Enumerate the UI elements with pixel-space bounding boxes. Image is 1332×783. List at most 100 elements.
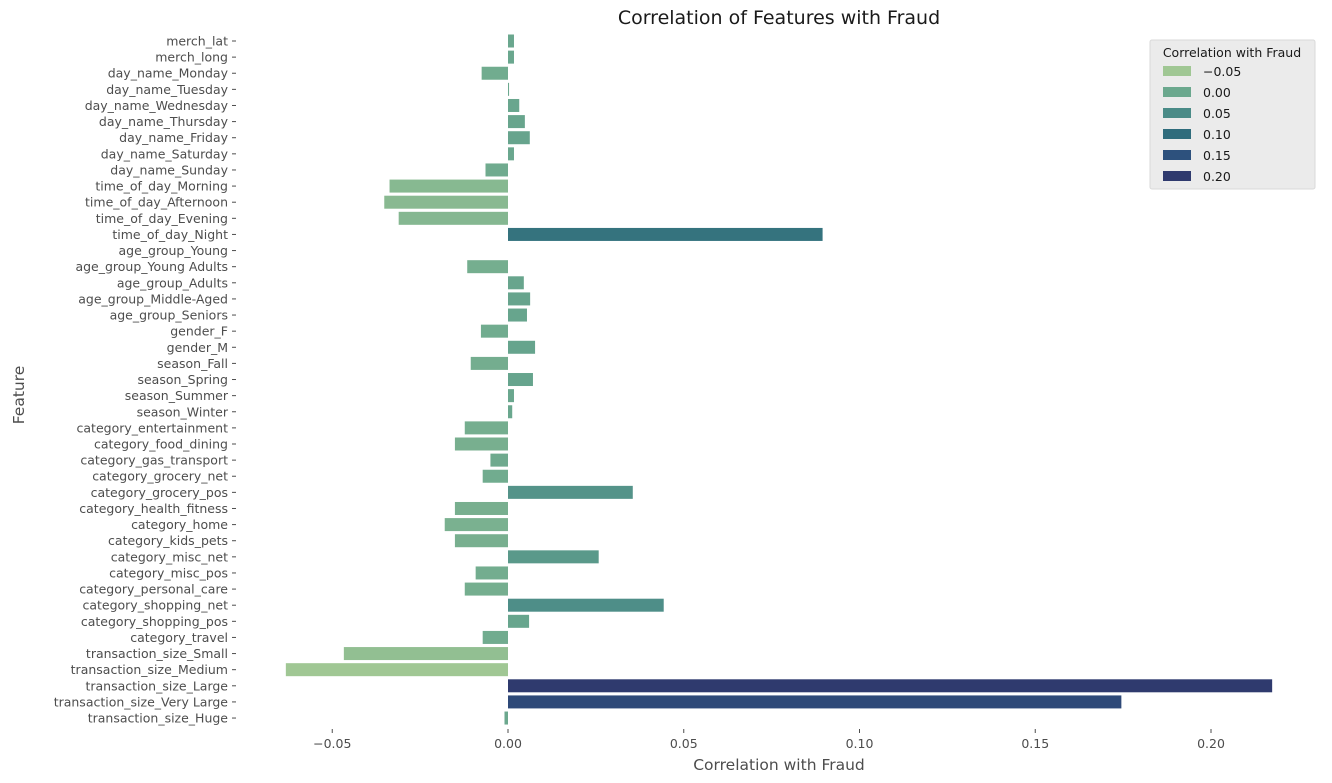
- y-tick-label: category_grocery_pos: [91, 485, 228, 500]
- bar-season-fall: [470, 356, 508, 370]
- bar-time-of-day-morning: [389, 179, 508, 193]
- bar-season-winter: [508, 405, 513, 419]
- y-tick-label: season_Fall: [157, 356, 228, 371]
- y-tick-label: category_entertainment: [77, 420, 229, 435]
- y-tick-label: category_travel: [130, 630, 228, 645]
- bar-day-name-monday: [481, 66, 508, 80]
- bar-category-home: [444, 518, 508, 532]
- y-tick-label: transaction_size_Huge: [88, 711, 229, 726]
- bar-category-kids-pets: [454, 534, 508, 548]
- x-tick-label: 0.20: [1197, 736, 1225, 751]
- legend-frame: [1149, 39, 1316, 190]
- bar-category-grocery-pos: [508, 485, 633, 499]
- y-tick-labels: merch_latmerch_longday_name_Mondayday_na…: [54, 34, 236, 726]
- bar-day-name-friday: [508, 131, 530, 145]
- y-tick-label: category_shopping_net: [82, 598, 228, 613]
- y-tick-label: category_misc_pos: [109, 565, 228, 580]
- y-tick-label: gender_M: [167, 340, 228, 355]
- y-tick-label: transaction_size_Medium: [71, 662, 228, 677]
- chart-title: Correlation of Features with Fraud: [618, 7, 940, 29]
- bar-gender-m: [508, 340, 536, 354]
- bar-day-name-thursday: [508, 115, 525, 129]
- y-tick-label: category_personal_care: [79, 582, 228, 597]
- y-tick-label: age_group_Seniors: [110, 308, 228, 323]
- bar-category-shopping-pos: [508, 614, 530, 628]
- bar-age-group-young-adults: [467, 260, 508, 274]
- y-tick-label: day_name_Friday: [119, 130, 228, 145]
- y-tick-label: age_group_Adults: [117, 275, 228, 290]
- legend-swatch: [1163, 66, 1191, 76]
- x-tick-label: 0.15: [1021, 736, 1049, 751]
- bar-season-summer: [508, 389, 514, 403]
- y-tick-label: season_Winter: [137, 404, 229, 419]
- y-tick-label: category_food_dining: [94, 437, 228, 452]
- bar-age-group-adults: [508, 276, 524, 290]
- x-tick-label: 0.05: [670, 736, 698, 751]
- bar-season-spring: [508, 373, 533, 387]
- y-tick-label: transaction_size_Large: [85, 678, 228, 693]
- y-tick-label: merch_long: [155, 50, 228, 65]
- bar-transaction-size-very-large: [508, 695, 1122, 709]
- bar-transaction-size-medium: [285, 663, 508, 677]
- bar-category-gas-transport: [490, 453, 508, 467]
- y-tick-label: gender_F: [170, 324, 228, 339]
- y-tick-label: season_Spring: [137, 372, 228, 387]
- y-tick-label: day_name_Wednesday: [85, 98, 229, 113]
- y-tick-label: category_home: [131, 517, 228, 532]
- y-tick-label: category_shopping_pos: [81, 614, 228, 629]
- bar-transaction-size-large: [508, 679, 1273, 693]
- bar-category-health-fitness: [454, 501, 508, 515]
- y-tick-label: transaction_size_Very Large: [54, 694, 229, 709]
- legend: Correlation with Fraud −0.05 0.00 0.05 0.10…: [1149, 39, 1316, 190]
- x-tick-labels: −0.05 0.00 0.05 0.10 0.15 0.20: [313, 729, 1225, 751]
- bar-category-grocery-net: [482, 469, 508, 483]
- y-tick-label: day_name_Saturday: [101, 146, 229, 161]
- legend-label: 0.00: [1203, 85, 1231, 100]
- bar-time-of-day-afternoon: [384, 195, 508, 209]
- bar-merch-lat: [508, 34, 514, 48]
- bar-day-name-tuesday: [508, 82, 510, 96]
- y-axis-title: Feature: [10, 366, 28, 425]
- legend-swatch: [1163, 129, 1191, 139]
- y-tick-label: day_name_Sunday: [110, 162, 228, 177]
- y-tick-label: time_of_day_Evening: [96, 211, 228, 226]
- bar-day-name-wednesday: [508, 98, 520, 112]
- bar-day-name-saturday: [508, 147, 514, 161]
- y-tick-label: category_grocery_net: [92, 469, 228, 484]
- y-tick-label: day_name_Thursday: [99, 114, 229, 129]
- bar-transaction-size-huge: [504, 711, 508, 725]
- x-tick-label: 0.10: [846, 736, 874, 751]
- bar-merch-long: [508, 50, 514, 64]
- bar-age-group-middle-aged: [508, 292, 531, 306]
- bars-group: [285, 34, 1273, 725]
- legend-label: 0.15: [1203, 148, 1231, 163]
- y-tick-label: category_kids_pets: [108, 533, 228, 548]
- bar-time-of-day-evening: [398, 211, 508, 225]
- y-tick-label: day_name_Tuesday: [106, 82, 228, 97]
- y-tick-label: age_group_Middle-Aged: [78, 291, 228, 306]
- bar-age-group-seniors: [508, 308, 527, 322]
- y-tick-label: age_group_Young Adults: [75, 259, 228, 274]
- legend-swatch: [1163, 150, 1191, 160]
- legend-swatch: [1163, 171, 1191, 181]
- bar-gender-f: [480, 324, 508, 338]
- bar-category-food-dining: [454, 437, 508, 451]
- legend-title: Correlation with Fraud: [1163, 45, 1301, 60]
- bar-category-entertainment: [464, 421, 508, 435]
- bar-day-name-sunday: [485, 163, 508, 177]
- y-tick-label: category_health_fitness: [79, 501, 228, 516]
- legend-label: 0.10: [1203, 127, 1231, 142]
- bar-transaction-size-small: [343, 647, 508, 661]
- bar-category-misc-net: [508, 550, 599, 564]
- legend-label: −0.05: [1203, 64, 1241, 79]
- x-tick-label: −0.05: [313, 736, 351, 751]
- x-tick-label: 0.00: [494, 736, 522, 751]
- legend-label: 0.05: [1203, 106, 1231, 121]
- bar-category-personal-care: [464, 582, 508, 596]
- x-axis-title: Correlation with Fraud: [693, 756, 865, 774]
- y-tick-label: time_of_day_Morning: [95, 179, 228, 194]
- bar-category-shopping-net: [508, 598, 664, 612]
- y-tick-label: transaction_size_Small: [86, 646, 228, 661]
- y-tick-label: category_gas_transport: [80, 453, 228, 468]
- legend-swatch: [1163, 87, 1191, 97]
